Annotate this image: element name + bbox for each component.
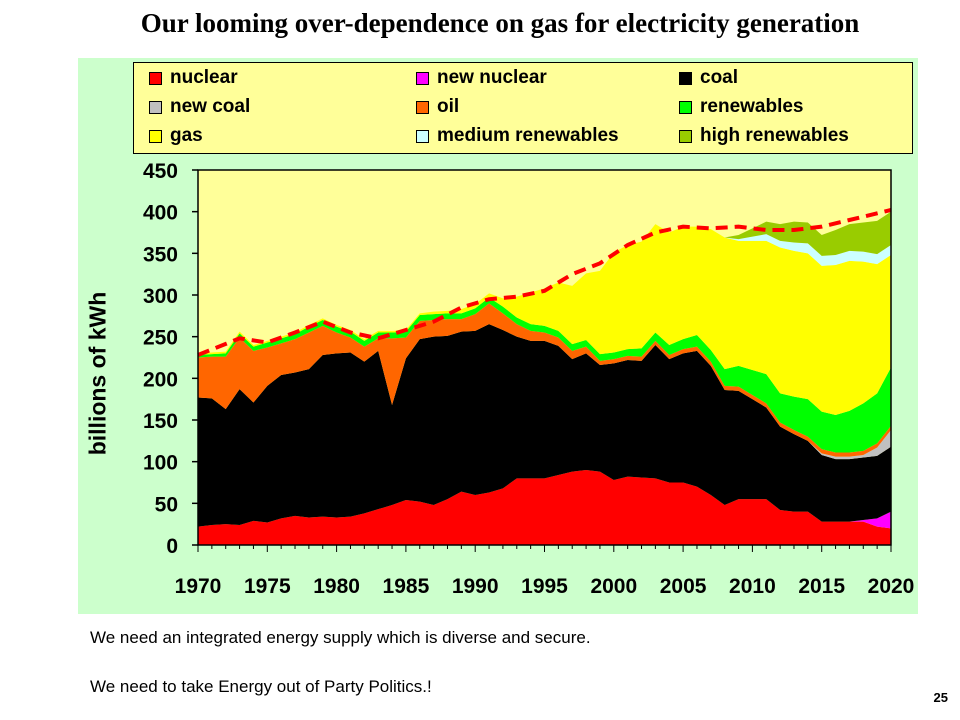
legend-label: nuclear	[170, 67, 238, 88]
y-axis-label: billions of kWh	[84, 291, 111, 456]
legend-swatch	[679, 100, 692, 114]
legend-swatch	[416, 129, 429, 143]
legend-item-high-renewables: high renewables	[679, 125, 849, 147]
y-tick-label: 200	[143, 368, 178, 391]
plot-area	[197, 170, 892, 545]
area-renewables	[198, 297, 891, 453]
y-tick-label: 300	[143, 285, 178, 308]
y-tick-label: 50	[155, 493, 178, 516]
legend-label: new coal	[170, 96, 251, 117]
x-tick-label: 1975	[244, 575, 291, 598]
legend-item-medium-renewables: medium renewables	[416, 125, 619, 147]
legend-item-gas: gas	[149, 125, 203, 147]
legend-swatch	[679, 129, 692, 143]
x-tick-label: 2015	[798, 575, 845, 598]
area-oil	[198, 303, 891, 457]
x-tick-label: 1985	[383, 575, 430, 598]
area-gas	[198, 224, 891, 415]
y-tick-label: 350	[143, 243, 178, 266]
y-tick-label: 0	[166, 535, 178, 558]
legend-item-nuclear: nuclear	[149, 67, 238, 89]
x-tick-label: 1980	[313, 575, 360, 598]
axes: 0 50 100 150 200 250 300 350 400 450 1970 1975 1980 1…	[143, 160, 914, 598]
total-dashed-line	[197, 208, 892, 357]
legend-item-new-coal: new coal	[149, 96, 250, 118]
chart-legend: nuclear new nuclear coal new coal oil renewab…	[133, 62, 913, 154]
legend-label: renewables	[700, 96, 804, 117]
legend-swatch	[149, 71, 162, 85]
area-nuclear	[198, 470, 891, 545]
page-number: 25	[933, 690, 948, 705]
x-tick-label: 1995	[521, 575, 568, 598]
x-tick-label: 1990	[452, 575, 499, 598]
y-tick-label: 150	[143, 410, 178, 433]
legend-item-coal: coal	[679, 67, 738, 89]
legend-swatch	[149, 100, 162, 114]
y-tick-label: 400	[143, 202, 178, 225]
legend-item-oil: oil	[416, 96, 459, 118]
y-tick-label: 100	[143, 452, 178, 475]
legend-label: high renewables	[700, 125, 849, 146]
x-tick-label: 2020	[868, 575, 915, 598]
legend-label: medium renewables	[437, 125, 619, 146]
footer-line-2: We need to take Energy out of Party Poli…	[90, 677, 432, 696]
y-tick-label: 450	[143, 160, 178, 183]
x-tick-label: 2010	[729, 575, 776, 598]
legend-label: gas	[170, 125, 203, 146]
x-tick-label: 2005	[660, 575, 707, 598]
page-title: Our looming over-dependence on gas for e…	[140, 8, 860, 38]
legend-swatch	[679, 71, 692, 85]
legend-item-new-nuclear: new nuclear	[416, 67, 547, 89]
legend-swatch	[416, 100, 429, 114]
area-coal	[198, 324, 891, 527]
legend-label: oil	[437, 96, 460, 117]
legend-swatch	[416, 71, 429, 85]
legend-label: coal	[700, 67, 739, 88]
x-tick-label: 1970	[175, 575, 222, 598]
legend-swatch	[149, 129, 162, 143]
legend-item-renewables: renewables	[679, 96, 804, 118]
legend-label: new nuclear	[437, 67, 547, 88]
footer-line-1: We need an integrated energy supply whic…	[90, 628, 591, 647]
y-tick-label: 250	[143, 327, 178, 350]
x-tick-label: 2000	[590, 575, 637, 598]
